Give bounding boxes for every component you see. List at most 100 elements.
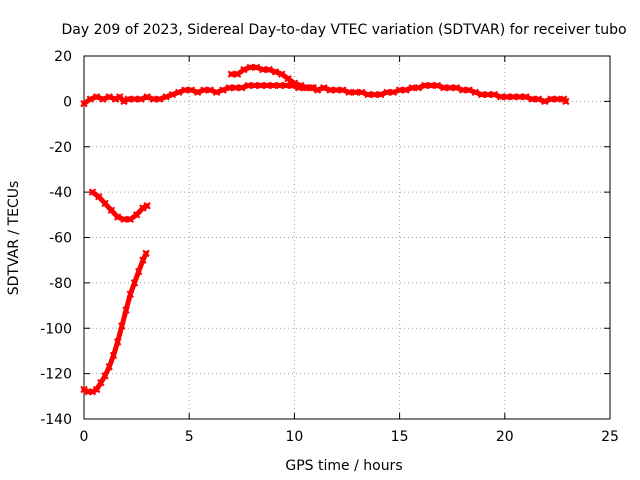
x-tick-label: 25 bbox=[601, 429, 619, 445]
data-point bbox=[244, 81, 252, 90]
y-tick-label: -100 bbox=[40, 321, 72, 337]
data-point bbox=[124, 95, 132, 103]
data-point bbox=[109, 351, 118, 360]
data-point bbox=[509, 93, 517, 101]
data-point bbox=[130, 279, 139, 287]
data-point bbox=[132, 211, 141, 219]
data-point bbox=[484, 90, 492, 99]
data-point bbox=[522, 93, 530, 101]
data-point bbox=[351, 88, 360, 97]
data-point bbox=[149, 95, 158, 103]
data-point bbox=[490, 90, 498, 99]
y-tick-label: -40 bbox=[49, 185, 72, 201]
data-point bbox=[358, 88, 366, 97]
data-point bbox=[130, 95, 139, 103]
data-point bbox=[370, 90, 379, 99]
data-point bbox=[528, 95, 536, 103]
data-point bbox=[97, 378, 105, 387]
axis-ticks: 0 5 10 15 20 25 -140 -120 -100 -80 -60 -40 -20 0 20 bbox=[40, 49, 619, 445]
data-point bbox=[212, 88, 221, 97]
data-point bbox=[465, 86, 473, 94]
data-point bbox=[259, 65, 267, 74]
data-point bbox=[275, 81, 284, 90]
x-tick-label: 20 bbox=[496, 429, 514, 445]
data-point bbox=[534, 95, 543, 103]
data-point bbox=[134, 267, 143, 276]
data-point bbox=[265, 65, 273, 74]
data-point bbox=[414, 84, 423, 92]
x-tick-label: 0 bbox=[80, 429, 89, 445]
data-point bbox=[250, 81, 259, 90]
data-point bbox=[503, 93, 511, 101]
data-point bbox=[120, 97, 128, 106]
data-point bbox=[181, 86, 189, 94]
data-point bbox=[364, 90, 372, 99]
data-point bbox=[421, 81, 429, 90]
data-point bbox=[80, 99, 88, 108]
data-point bbox=[477, 90, 486, 99]
data-point bbox=[88, 188, 97, 196]
data-point bbox=[471, 88, 480, 97]
data-point bbox=[320, 84, 328, 92]
data-point bbox=[113, 338, 122, 346]
data-point bbox=[187, 86, 196, 94]
data-point bbox=[120, 215, 128, 224]
data-point bbox=[278, 70, 286, 78]
data-point bbox=[92, 385, 101, 394]
x-axis-title: GPS time / hours bbox=[285, 458, 402, 474]
series-upper-arc bbox=[227, 63, 318, 92]
y-tick-label: 0 bbox=[63, 94, 72, 110]
data-point bbox=[309, 84, 318, 92]
data-point bbox=[143, 93, 151, 101]
data-point bbox=[433, 81, 442, 90]
data-point bbox=[303, 84, 311, 92]
data-point bbox=[219, 86, 227, 94]
data-point bbox=[118, 322, 126, 330]
data-point bbox=[99, 95, 107, 103]
y-tick-label: 20 bbox=[54, 49, 72, 65]
data-point bbox=[137, 95, 145, 103]
data-point bbox=[376, 90, 385, 99]
chart-title: Day 209 of 2023, Sidereal Day-to-day VTE… bbox=[61, 22, 626, 38]
data-point bbox=[290, 79, 299, 87]
data-point bbox=[88, 388, 97, 396]
plot-frame bbox=[83, 55, 611, 420]
data-points bbox=[80, 63, 570, 396]
data-point bbox=[427, 81, 435, 90]
data-point bbox=[452, 84, 461, 92]
data-point bbox=[252, 63, 261, 72]
data-point bbox=[271, 68, 280, 76]
data-point bbox=[383, 88, 391, 97]
data-point bbox=[547, 95, 555, 103]
data-point bbox=[227, 70, 235, 78]
data-point bbox=[101, 372, 109, 380]
data-point bbox=[446, 84, 454, 92]
y-tick-label: -120 bbox=[40, 367, 72, 383]
data-point bbox=[126, 215, 134, 224]
data-point bbox=[332, 86, 341, 94]
data-point bbox=[233, 70, 242, 78]
y-axis-title: SDTVAR / TECUs bbox=[6, 181, 22, 296]
data-point bbox=[284, 74, 292, 83]
x-tick-label: 15 bbox=[391, 429, 409, 445]
y-tick-label: -60 bbox=[49, 231, 72, 247]
data-point bbox=[459, 86, 467, 94]
data-point bbox=[113, 213, 122, 221]
data-point bbox=[206, 86, 214, 94]
data-point bbox=[92, 93, 101, 101]
data-point bbox=[553, 95, 562, 103]
series-dip-arc bbox=[88, 188, 151, 224]
data-point bbox=[240, 65, 248, 74]
data-point bbox=[95, 192, 103, 201]
data-point bbox=[263, 81, 271, 90]
x-tick-label: 10 bbox=[285, 429, 303, 445]
data-point bbox=[326, 86, 334, 94]
data-point bbox=[345, 88, 353, 97]
data-point bbox=[107, 206, 116, 214]
data-point bbox=[156, 95, 164, 103]
series-main-track bbox=[80, 81, 570, 108]
data-point bbox=[174, 88, 183, 97]
y-tick-label: -20 bbox=[49, 140, 72, 156]
data-point bbox=[105, 363, 113, 371]
